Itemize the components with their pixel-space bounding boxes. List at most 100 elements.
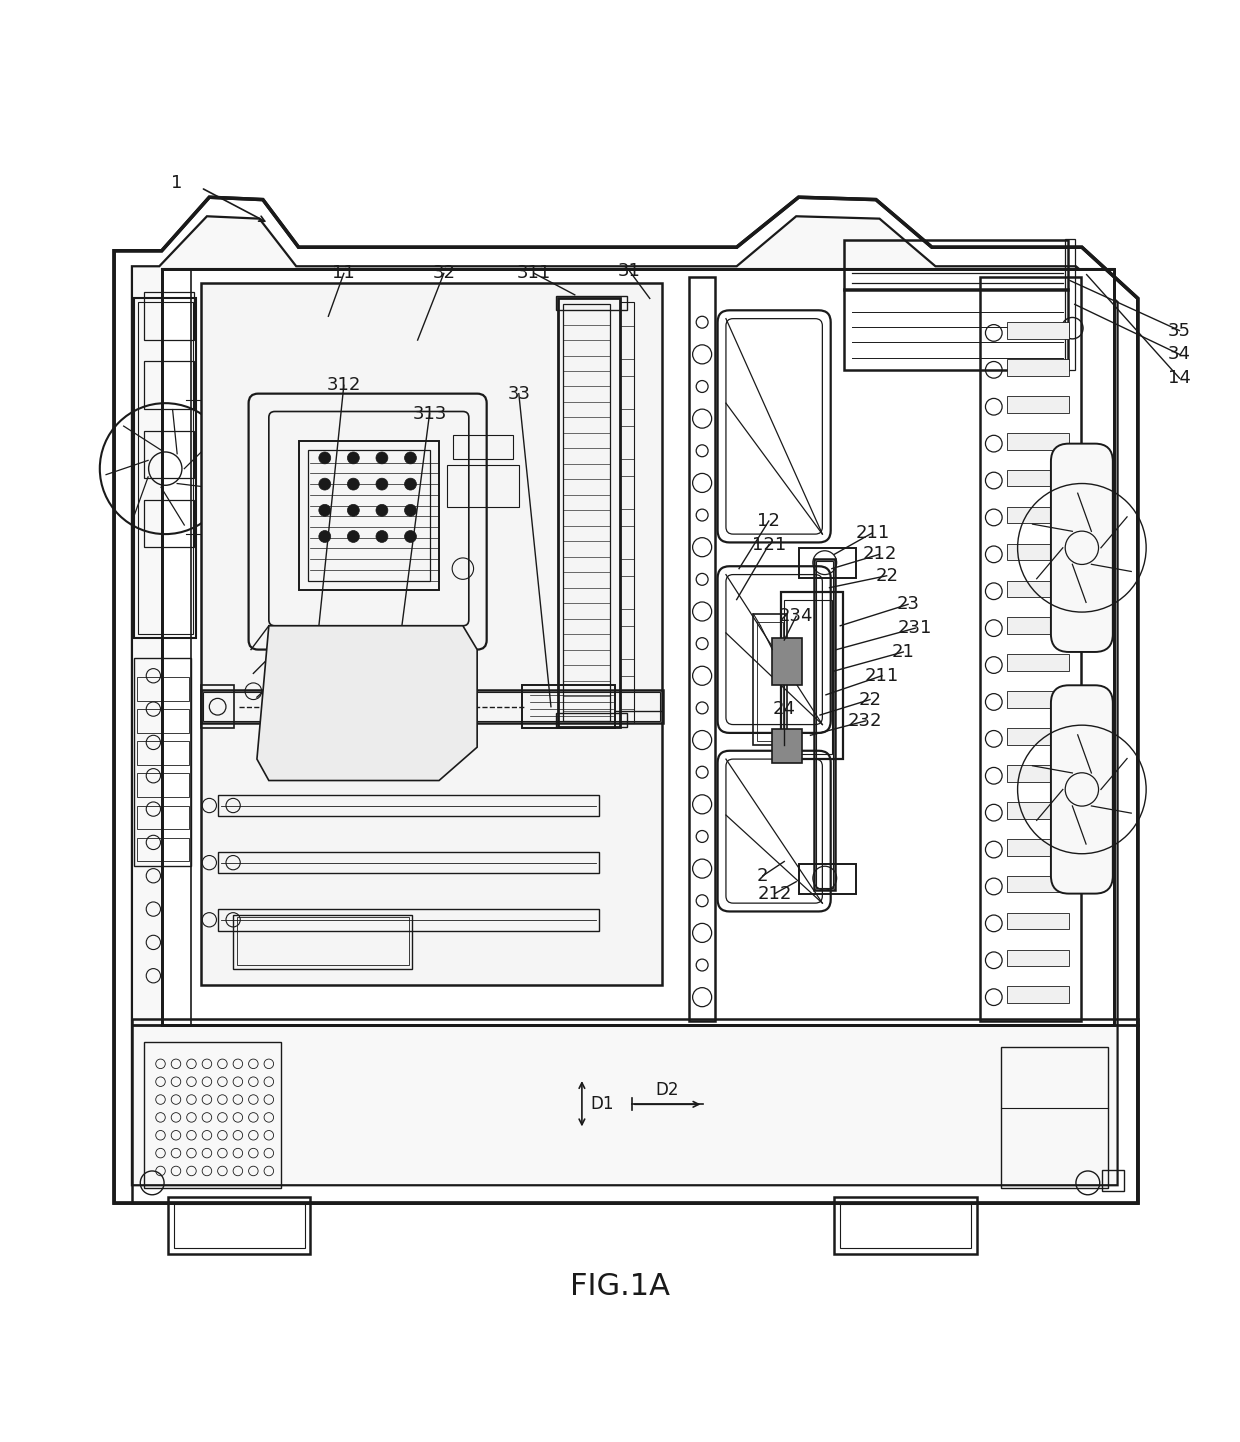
Bar <box>1007 506 1069 523</box>
Bar <box>1007 986 1069 1004</box>
Text: 212: 212 <box>862 545 897 564</box>
Bar <box>563 304 610 721</box>
Text: 33: 33 <box>507 385 531 402</box>
Polygon shape <box>257 626 477 780</box>
Bar <box>1007 655 1069 671</box>
Bar <box>1065 239 1075 369</box>
Bar <box>620 476 635 509</box>
Bar <box>136 741 188 766</box>
Bar <box>136 709 188 733</box>
Bar <box>784 600 832 754</box>
Text: 14: 14 <box>1168 369 1190 386</box>
Bar <box>136 838 188 861</box>
Bar <box>816 561 833 888</box>
Bar <box>1007 544 1069 561</box>
Bar <box>308 450 429 581</box>
Circle shape <box>347 531 360 542</box>
Text: 21: 21 <box>892 643 915 660</box>
Bar <box>1007 581 1069 597</box>
Bar <box>773 730 802 763</box>
Text: 34: 34 <box>1168 345 1190 363</box>
Bar <box>835 1197 977 1255</box>
Bar <box>843 288 1068 369</box>
Bar <box>620 301 635 724</box>
Bar <box>299 441 439 590</box>
Text: 121: 121 <box>751 536 786 554</box>
Bar <box>620 326 635 359</box>
Text: 211: 211 <box>864 666 899 685</box>
Bar <box>841 1204 971 1249</box>
Bar <box>522 685 615 728</box>
Text: 312: 312 <box>326 376 361 394</box>
Text: 231: 231 <box>898 619 932 637</box>
Circle shape <box>347 505 360 516</box>
Text: 31: 31 <box>618 262 641 280</box>
Text: 212: 212 <box>758 884 792 903</box>
Bar <box>218 852 599 874</box>
Circle shape <box>319 505 331 516</box>
Bar <box>756 622 784 741</box>
Text: 32: 32 <box>433 264 455 283</box>
Bar <box>781 593 843 758</box>
Bar <box>136 773 188 797</box>
Text: 1: 1 <box>171 174 182 192</box>
Bar <box>1007 322 1069 339</box>
Bar <box>131 1018 1138 1203</box>
Text: D2: D2 <box>656 1082 680 1099</box>
Text: 22: 22 <box>858 691 882 708</box>
Bar <box>620 626 635 659</box>
Text: 35: 35 <box>1168 322 1190 339</box>
Bar <box>134 298 196 637</box>
Bar <box>773 637 802 685</box>
Circle shape <box>404 479 417 490</box>
Circle shape <box>347 451 360 464</box>
Bar <box>454 435 513 459</box>
Bar <box>1007 875 1069 893</box>
Bar <box>843 239 1068 290</box>
Bar <box>138 301 192 634</box>
Bar <box>1007 691 1069 708</box>
Bar <box>161 268 1114 1025</box>
Circle shape <box>404 531 417 542</box>
Polygon shape <box>131 216 1117 1185</box>
Bar <box>620 575 635 609</box>
Bar <box>1007 949 1069 966</box>
Circle shape <box>376 531 388 542</box>
Bar <box>144 431 193 479</box>
Text: 2: 2 <box>758 867 769 885</box>
Bar <box>620 425 635 459</box>
Bar <box>1007 766 1069 782</box>
Bar <box>980 277 1081 1021</box>
Bar <box>1007 617 1069 634</box>
Bar <box>754 614 786 746</box>
Bar <box>136 676 188 701</box>
Text: 234: 234 <box>779 607 813 626</box>
Bar <box>218 795 599 816</box>
Bar <box>799 864 856 894</box>
Text: 311: 311 <box>517 264 552 283</box>
Bar <box>1007 470 1069 486</box>
Circle shape <box>376 479 388 490</box>
Text: 23: 23 <box>897 596 920 613</box>
Bar <box>237 917 409 965</box>
Text: D1: D1 <box>590 1096 614 1113</box>
Bar <box>556 296 627 310</box>
Bar <box>201 691 663 724</box>
Text: 11: 11 <box>332 264 355 283</box>
Bar <box>1102 1169 1123 1191</box>
Bar <box>1007 913 1069 929</box>
Bar <box>556 712 627 727</box>
FancyBboxPatch shape <box>1052 444 1112 652</box>
Circle shape <box>319 479 331 490</box>
Bar <box>448 466 518 506</box>
Text: 232: 232 <box>848 712 883 730</box>
Circle shape <box>376 451 388 464</box>
Bar <box>620 526 635 559</box>
Circle shape <box>319 531 331 542</box>
Bar <box>620 676 635 709</box>
Bar <box>1007 839 1069 855</box>
Text: 313: 313 <box>413 405 446 423</box>
Bar <box>167 1197 310 1255</box>
Bar <box>134 658 191 867</box>
Circle shape <box>319 451 331 464</box>
